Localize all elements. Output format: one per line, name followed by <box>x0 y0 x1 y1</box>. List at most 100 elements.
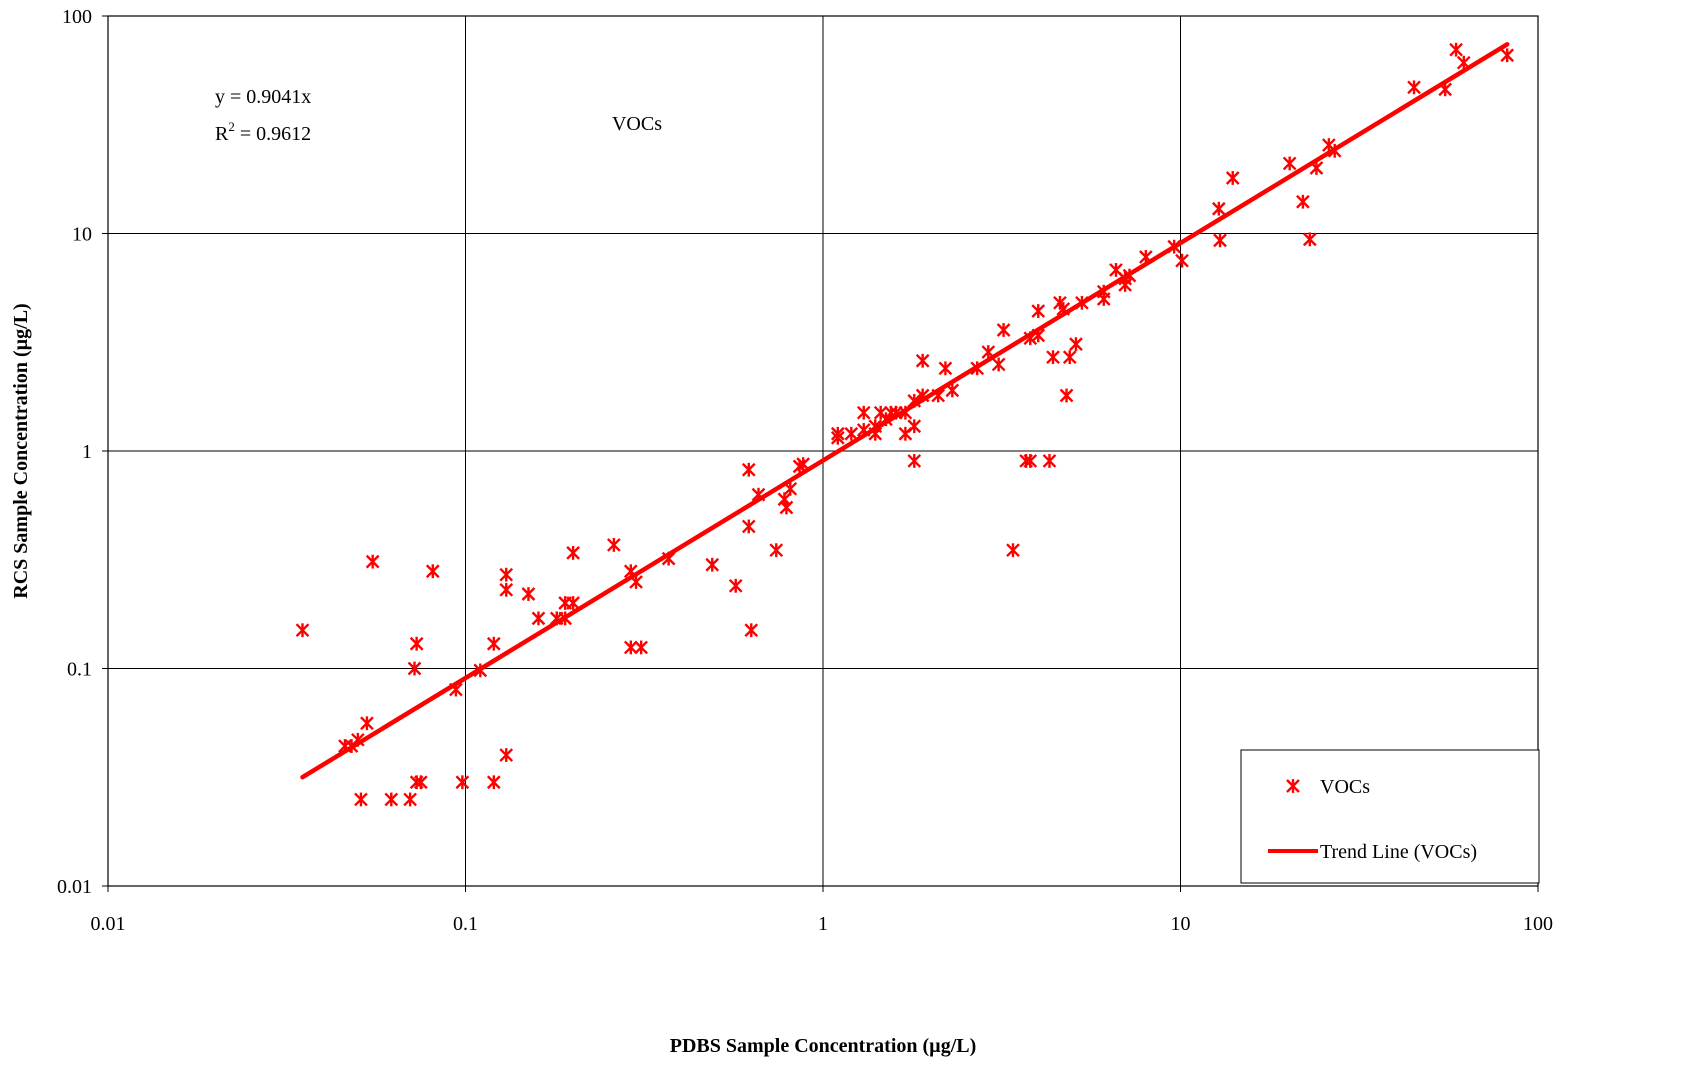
data-point <box>907 454 922 468</box>
data-point <box>1327 143 1342 158</box>
r-squared-value: R2 = 0.9612 <box>215 119 311 145</box>
data-point <box>1282 156 1297 171</box>
data-point <box>898 426 913 441</box>
r-squared-superscript: 2 <box>228 119 235 134</box>
y-tick-label: 10 <box>72 224 92 246</box>
y-tick-label: 0.1 <box>67 659 92 681</box>
data-point <box>634 640 649 655</box>
data-point <box>1096 284 1111 299</box>
r-squared-number: = 0.9612 <box>235 123 311 145</box>
data-point <box>521 587 536 601</box>
data-point <box>1302 232 1317 247</box>
y-tick-label: 0.01 <box>57 876 92 898</box>
x-tick-label: 0.01 <box>91 913 126 935</box>
data-point <box>1122 268 1137 283</box>
data-point <box>898 405 913 420</box>
y-tick-label: 1 <box>82 441 92 463</box>
data-point <box>931 388 946 403</box>
data-points <box>295 42 1515 807</box>
data-point <box>486 636 501 651</box>
data-point <box>1175 253 1189 268</box>
data-point <box>705 557 720 572</box>
data-point <box>1407 80 1421 95</box>
x-tick-label: 1 <box>818 913 828 935</box>
data-point <box>413 775 428 790</box>
data-point <box>970 361 985 376</box>
r-squared-symbol: R <box>215 123 229 145</box>
data-point <box>1031 304 1046 318</box>
data-point <box>1031 328 1046 343</box>
data-point <box>751 487 766 502</box>
data-point <box>1438 82 1453 97</box>
data-point <box>409 636 424 651</box>
data-point <box>856 405 871 420</box>
data-point <box>1069 337 1083 352</box>
data-point <box>384 792 399 807</box>
data-point <box>499 748 514 762</box>
data-point <box>499 582 514 597</box>
data-point <box>1023 454 1038 468</box>
data-point <box>741 519 756 534</box>
data-point <box>407 661 422 676</box>
data-point <box>338 739 352 753</box>
data-point <box>830 430 845 445</box>
data-point <box>558 611 573 626</box>
data-point <box>991 357 1006 372</box>
data-point <box>365 554 380 569</box>
data-point <box>1056 302 1071 316</box>
data-point <box>1006 543 1020 558</box>
data-point <box>295 623 310 638</box>
data-point <box>499 567 514 582</box>
data-point <box>351 732 365 747</box>
data-point <box>728 578 743 593</box>
legend: VOCs Trend Line (VOCs) <box>1240 749 1540 884</box>
legend-label-vocs: VOCs <box>1320 776 1370 798</box>
data-point <box>425 564 440 579</box>
data-point <box>996 323 1011 337</box>
data-point <box>629 575 643 589</box>
data-point <box>360 716 374 731</box>
tick-labels: 0.01 0.1 1 10 100 0.01 0.1 1 10 100 <box>57 6 1553 935</box>
data-point <box>455 775 470 790</box>
data-point <box>486 775 501 790</box>
x-tick-label: 10 <box>1171 913 1191 935</box>
data-point <box>1225 171 1240 185</box>
legend-box <box>1240 749 1540 884</box>
data-point <box>783 481 798 496</box>
data-point <box>1449 42 1463 57</box>
x-tick-label: 0.1 <box>453 913 478 935</box>
data-point <box>741 462 756 477</box>
data-point <box>1062 350 1077 365</box>
data-point <box>769 543 784 558</box>
data-point <box>1456 55 1471 70</box>
legend-asterisk-marker <box>1286 779 1300 793</box>
data-point <box>661 551 676 566</box>
data-point <box>1213 233 1227 248</box>
data-point <box>1139 250 1153 264</box>
data-point <box>1042 454 1057 468</box>
data-point <box>566 546 580 560</box>
y-tick-label: 100 <box>62 6 92 28</box>
data-point <box>1211 201 1226 216</box>
data-point <box>907 393 922 408</box>
data-point <box>938 361 953 376</box>
data-point <box>779 500 794 515</box>
data-point <box>856 423 871 437</box>
regression-equation: y = 0.9041x <box>215 86 311 108</box>
data-point <box>1296 194 1310 209</box>
data-point <box>473 663 488 678</box>
y-axis-title: RCS Sample Concentration (µg/L) <box>10 303 32 598</box>
data-point <box>607 538 621 552</box>
x-axis-title: PDBS Sample Concentration (µg/L) <box>670 1035 977 1057</box>
data-point <box>868 426 883 441</box>
data-point <box>623 640 638 655</box>
data-point <box>1059 388 1074 403</box>
grid-lines <box>108 16 1538 886</box>
data-point <box>566 596 580 610</box>
data-point <box>1023 331 1038 346</box>
legend-asterisk <box>1286 779 1300 793</box>
data-point <box>1167 239 1182 254</box>
data-point <box>981 345 996 359</box>
chart-title: VOCs <box>612 113 662 135</box>
